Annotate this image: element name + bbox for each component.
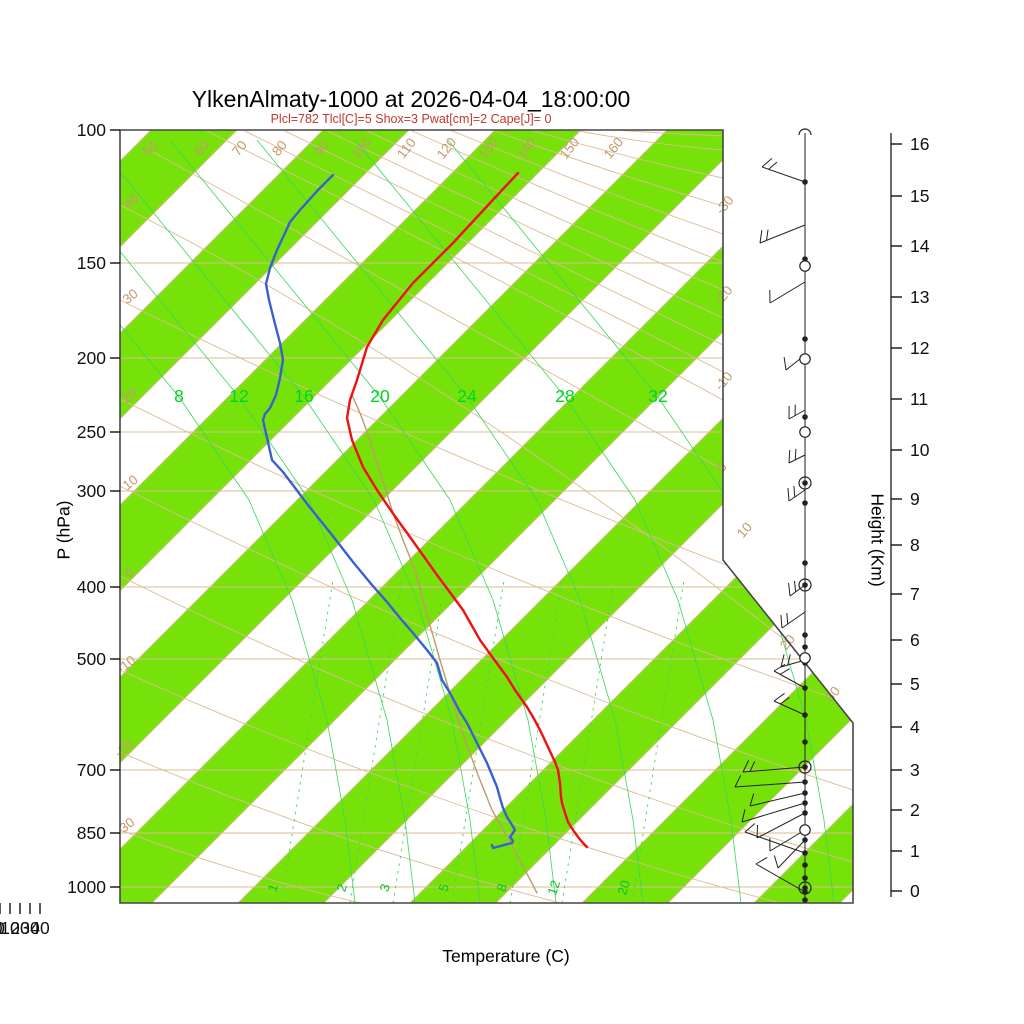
temperature-curve [345,171,589,849]
svg-text:40: 40 [121,191,142,212]
svg-text:30: 30 [120,286,141,307]
svg-text:150: 150 [77,253,106,273]
svg-text:0: 0 [910,881,920,901]
svg-text:24: 24 [457,386,477,406]
svg-text:11: 11 [910,389,928,409]
mixing-ratio-labels: 1 2 3 5 8 12 20 [264,878,633,896]
svg-text:12: 12 [910,338,929,358]
svg-text:8: 8 [910,535,920,555]
svg-text:20: 20 [10,918,30,938]
svg-text:4: 4 [910,717,920,737]
svg-text:10: 10 [0,918,20,938]
svg-text:28: 28 [555,386,574,406]
svg-text:14: 14 [910,236,930,256]
chart-subtitle: Plcl=782 Tlcl[C]=5 Shox=3 Pwat[cm]=2 Cap… [270,112,552,126]
svg-text:80: 80 [269,138,290,159]
svg-text:-30: -30 [713,193,737,218]
svg-text:12: 12 [229,386,248,406]
svg-text:10: 10 [734,520,755,541]
parcel-path-line [351,394,538,894]
svg-text:13: 13 [910,287,929,307]
svg-text:20: 20 [370,386,390,406]
svg-text:15: 15 [910,186,929,206]
svg-text:100: 100 [77,120,106,140]
svg-text:850: 850 [77,823,106,843]
svg-text:3: 3 [376,882,393,894]
svg-text:16: 16 [294,386,313,406]
svg-text:120: 120 [434,135,460,162]
svg-text:8: 8 [174,386,184,406]
wind-barb-column [734,128,812,903]
svg-text:700: 700 [77,760,106,780]
svg-text:500: 500 [77,649,106,669]
svg-text:6: 6 [910,630,920,650]
svg-text:8: 8 [493,882,510,894]
svg-text:10: 10 [120,472,141,493]
moist-adiabat-labels: 8 12 16 20 24 28 32 [174,386,668,406]
svg-text:-10: -10 [0,918,3,938]
plot-frame [119,129,854,904]
svg-text:5: 5 [435,882,452,894]
svg-text:7: 7 [910,584,920,604]
svg-text:200: 200 [77,348,106,368]
svg-text:1: 1 [910,841,920,861]
svg-text:300: 300 [77,481,106,501]
svg-text:3: 3 [910,760,920,780]
chart-title: YlkenAlmaty-1000 at 2026-04-04_18:00:00 [191,86,631,112]
svg-text:2: 2 [333,882,350,894]
svg-text:250: 250 [77,422,106,442]
svg-text:20: 20 [614,878,633,896]
svg-text:32: 32 [648,386,667,406]
pressure-axis-title: P (hPa) [53,500,74,560]
svg-text:60: 60 [191,138,212,159]
svg-text:5: 5 [910,674,920,694]
svg-text:90: 90 [311,138,332,159]
x-axis-title: Temperature (C) [442,946,570,966]
pressure-axis: 100 150 200 250 300 400 500 700 850 1000 [67,120,120,897]
height-axis-title: Height (Km) [867,493,888,587]
svg-text:1000: 1000 [67,877,106,897]
svg-text:50: 50 [140,138,161,159]
svg-text:70: 70 [229,138,250,159]
svg-text:30: 30 [20,918,40,938]
svg-text:400: 400 [77,577,106,597]
svg-text:40: 40 [30,918,50,938]
svg-text:12: 12 [544,878,563,896]
svg-text:2: 2 [910,800,920,820]
dewpoint-curve [261,173,517,850]
svg-text:30: 30 [822,684,843,705]
svg-text:1: 1 [264,882,281,894]
svg-text:16: 16 [910,134,929,154]
temperature-axis: -30-20-10010203040 [0,903,50,938]
svg-text:20: 20 [119,385,140,406]
isotherm-stripes [120,130,853,903]
svg-text:0: 0 [0,918,5,938]
svg-text:9: 9 [910,489,920,509]
svg-text:10: 10 [910,440,930,460]
